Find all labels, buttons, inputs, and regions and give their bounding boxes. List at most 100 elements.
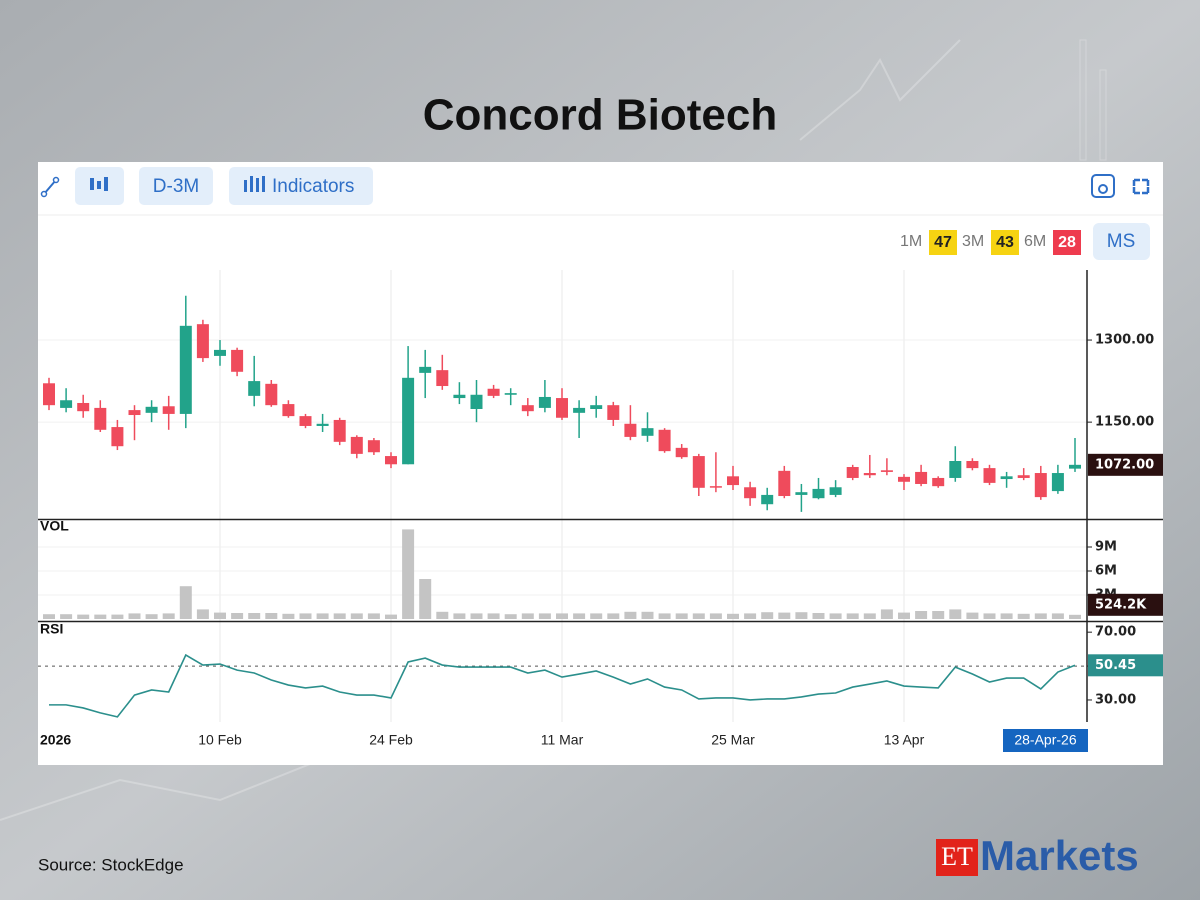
candle-body [983, 468, 996, 483]
volume-bar [898, 612, 910, 619]
volume-bar [709, 613, 722, 619]
logo-markets: Markets [980, 832, 1139, 879]
rsi-line [49, 653, 1076, 718]
volume-bar [727, 613, 739, 619]
candle-body [367, 440, 380, 453]
candle-body [316, 423, 329, 426]
last-value-label: 50.45 [1095, 658, 1136, 673]
y-tick-label: 9M [1095, 540, 1117, 555]
candle-body [214, 349, 226, 356]
volume-bar [282, 613, 295, 619]
x-tick-label: 13 Apr [884, 732, 925, 748]
volume-bar [966, 612, 979, 619]
y-tick-label: 1300.00 [1095, 333, 1154, 348]
volume-bar [812, 613, 825, 619]
candle-body [709, 486, 722, 488]
candle-body [487, 388, 500, 396]
candle-body [1034, 473, 1047, 498]
volume-bar [350, 613, 363, 619]
last-value-badge [1088, 453, 1163, 476]
interval-label: D-3M [153, 176, 199, 197]
last-value-badge [1088, 654, 1163, 677]
candle-body [744, 487, 757, 499]
y-tick-label: 70.00 [1095, 625, 1136, 640]
candle-body [898, 476, 910, 482]
volume-bar [590, 613, 603, 619]
candle-body [966, 460, 979, 469]
candle-body [949, 460, 962, 478]
return-value: 43 [996, 234, 1014, 251]
background-decor [0, 39, 1107, 821]
volume-bar [487, 613, 500, 619]
candle-body [658, 429, 671, 452]
save-icon-part [1098, 184, 1108, 194]
candle-body [350, 436, 363, 454]
volume-bar [196, 609, 209, 619]
save-icon[interactable] [1091, 174, 1115, 198]
candle-body [385, 456, 397, 465]
x-tick-label: 10 Feb [198, 732, 242, 748]
return-period: 1M [900, 233, 922, 250]
candle-body [162, 406, 175, 414]
last-value-badge [1088, 593, 1163, 616]
volume-bar [128, 613, 141, 619]
volume-bar [692, 613, 705, 619]
interval-button[interactable] [139, 167, 213, 205]
volume-bar [60, 614, 73, 619]
volume-bar [333, 613, 346, 619]
volume-bar [145, 614, 158, 619]
candle-body [1069, 464, 1081, 469]
y-tick-label: 1150.00 [1095, 415, 1154, 430]
volume-bar [761, 612, 774, 619]
return-badge [1053, 230, 1081, 255]
candle-body [94, 407, 107, 430]
candle-body [641, 428, 654, 436]
candle-body [692, 456, 705, 488]
return-period: 6M [1024, 233, 1046, 250]
candle-icon [90, 177, 108, 191]
volume-bar [1000, 613, 1013, 619]
x-tick-label: 11 Mar [541, 732, 584, 748]
volume-bar [915, 611, 928, 619]
volume-bar [43, 614, 55, 619]
candle-body [863, 473, 876, 476]
x-tick-label: 28-Apr-26 [1014, 732, 1076, 748]
candle-body [590, 405, 603, 410]
fullscreen-icon[interactable] [1132, 178, 1150, 195]
volume-bar [248, 613, 261, 619]
return-value: 28 [1058, 234, 1076, 251]
candle-body [778, 470, 791, 497]
volume-bar [436, 611, 449, 619]
candle-body [932, 477, 945, 487]
volume-bar [846, 613, 859, 619]
candle-body [795, 492, 808, 495]
volume-bar [521, 613, 534, 619]
draw-tool-dot [52, 176, 60, 184]
candle-body [282, 404, 295, 417]
candle-body [556, 398, 568, 418]
logo-et: ET [941, 842, 973, 871]
volume-bar [94, 614, 107, 619]
candle-body [196, 324, 209, 359]
candle-body [436, 370, 449, 387]
volume-bar [538, 613, 551, 619]
candle-body [333, 419, 346, 442]
volume-bar [556, 613, 568, 619]
candle-body [607, 405, 620, 420]
candle-body [812, 488, 825, 499]
candle-body [675, 447, 688, 458]
candle-body [1000, 476, 1013, 480]
volume-bar [214, 612, 226, 619]
volume-bar [470, 613, 483, 619]
candle-body [402, 377, 415, 465]
volume-bar [641, 611, 654, 619]
candle-body [128, 410, 141, 416]
volume-bar [265, 613, 278, 619]
volume-bar [863, 613, 876, 619]
candle-body [915, 471, 928, 484]
x-tick-label: 2026 [40, 732, 71, 748]
ms-button[interactable] [1093, 223, 1150, 260]
volume-bar [231, 613, 244, 619]
volume-bar [367, 613, 380, 619]
